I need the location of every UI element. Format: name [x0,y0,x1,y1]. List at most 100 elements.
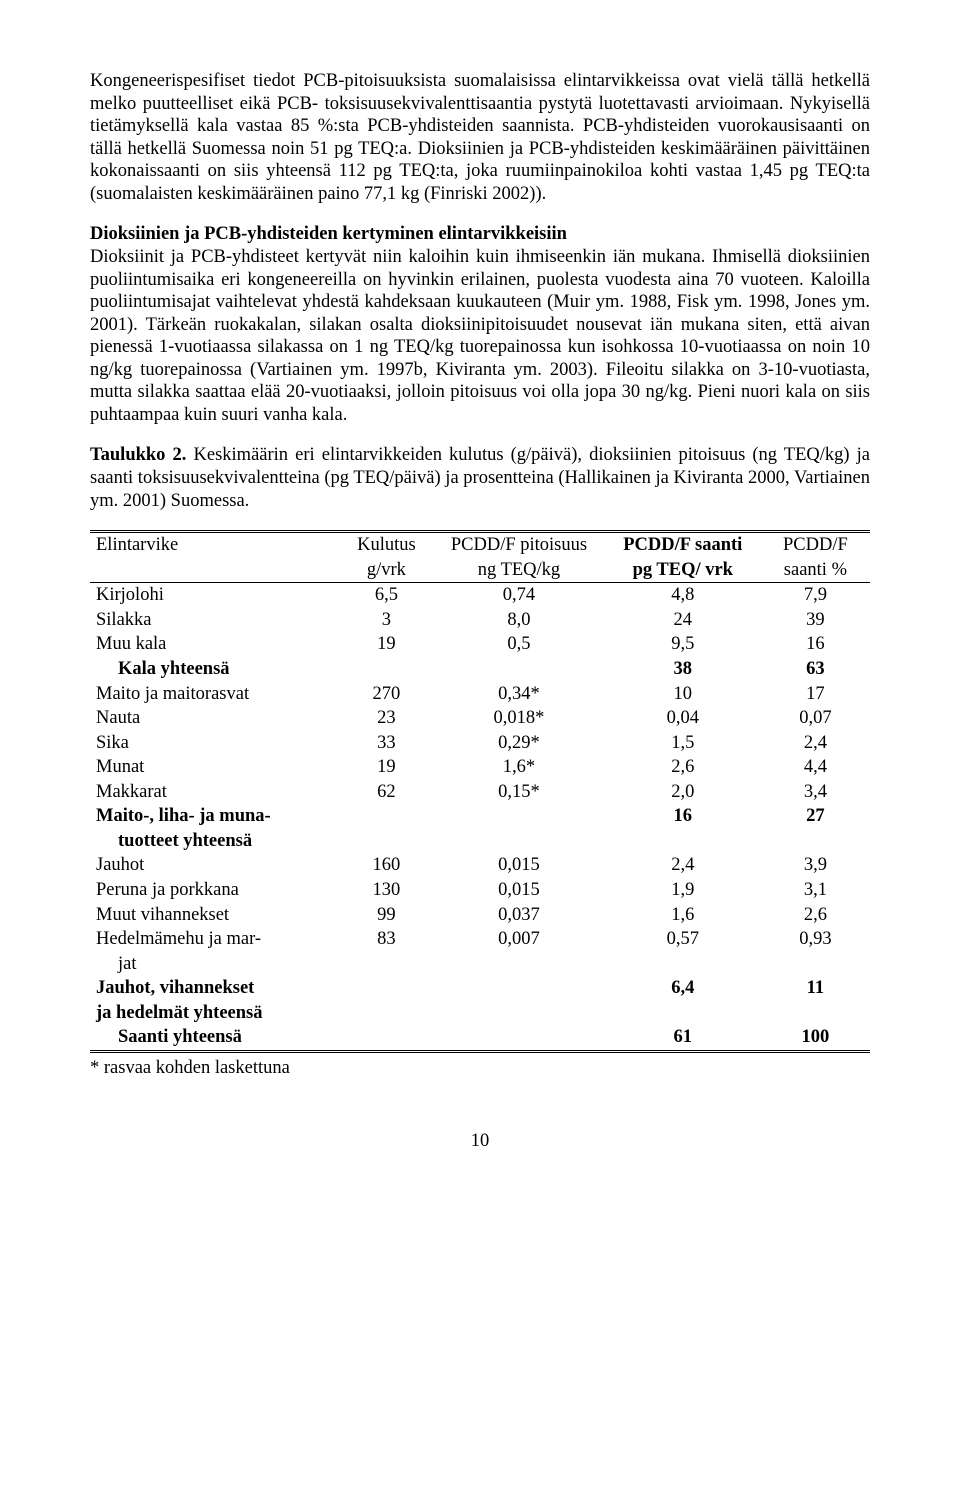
cell: 1,9 [605,878,761,903]
cell: 33 [340,731,434,756]
col-sub-kulutus: g/vrk [340,558,434,583]
subtotal-row-cont: tuotteet yhteensä [90,829,870,854]
total-row: Saanti yhteensä 61 100 [90,1025,870,1051]
cell: 4,8 [605,583,761,608]
table-row: Muut vihannekset 99 0,037 1,6 2,6 [90,903,870,928]
cell: 0,34* [433,682,605,707]
subtotal-row-cont: ja hedelmät yhteensä [90,1001,870,1026]
cell: Kala yhteensä [90,657,340,682]
subtotal-row: Kala yhteensä 38 63 [90,657,870,682]
paragraph-2: Dioksiinien ja PCB-yhdisteiden kertymine… [90,223,870,426]
table-row: Muu kala 19 0,5 9,5 16 [90,632,870,657]
cell: 0,018* [433,706,605,731]
cell: 0,74 [433,583,605,608]
table-header-row-2: g/vrk ng TEQ/kg pg TEQ/ vrk saanti % [90,558,870,583]
cell: 2,6 [761,903,870,928]
table-footnote: * rasvaa kohden laskettuna [90,1057,870,1080]
cell: 0,15* [433,780,605,805]
cell: 16 [605,804,761,829]
cell: Silakka [90,608,340,633]
cell: 2,0 [605,780,761,805]
cell: 0,57 [605,927,761,952]
table-row: Nauta 23 0,018* 0,04 0,07 [90,706,870,731]
cell: 0,015 [433,878,605,903]
table-row: Silakka 3 8,0 24 39 [90,608,870,633]
cell: 3 [340,608,434,633]
col-sub-saanti: pg TEQ/ vrk [605,558,761,583]
cell: 17 [761,682,870,707]
table-row: Hedelmämehu ja mar- 83 0,007 0,57 0,93 [90,927,870,952]
cell: Muu kala [90,632,340,657]
table-caption: Taulukko 2. Keskimäärin eri elintarvikke… [90,444,870,512]
cell: 1,5 [605,731,761,756]
cell: Sika [90,731,340,756]
col-header-percent: PCDD/F [761,532,870,558]
cell: 6,5 [340,583,434,608]
cell: Jauhot [90,853,340,878]
cell: 100 [761,1025,870,1051]
col-header-name: Elintarvike [90,532,340,558]
cell: 7,9 [761,583,870,608]
cell: 2,4 [761,731,870,756]
cell: 0,037 [433,903,605,928]
cell: jat [90,952,340,977]
cell: 270 [340,682,434,707]
cell: 19 [340,632,434,657]
cell: Makkarat [90,780,340,805]
col-header-kulutus: Kulutus [340,532,434,558]
cell: 4,4 [761,755,870,780]
cell: Hedelmämehu ja mar- [90,927,340,952]
paragraph-1: Kongeneerispesifiset tiedot PCB-pitoisuu… [90,70,870,205]
cell: 23 [340,706,434,731]
table-row: Jauhot 160 0,015 2,4 3,9 [90,853,870,878]
cell: 27 [761,804,870,829]
table-row: Makkarat 62 0,15* 2,0 3,4 [90,780,870,805]
cell: 63 [761,657,870,682]
table-row: Kirjolohi 6,5 0,74 4,8 7,9 [90,583,870,608]
cell: 99 [340,903,434,928]
cell: 0,04 [605,706,761,731]
table-header-row: Elintarvike Kulutus PCDD/F pitoisuus PCD… [90,532,870,558]
cell: 24 [605,608,761,633]
section-heading: Dioksiinien ja PCB-yhdisteiden kertymine… [90,224,567,244]
table-row: Sika 33 0,29* 1,5 2,4 [90,731,870,756]
cell: 83 [340,927,434,952]
cell: 0,93 [761,927,870,952]
cell: 2,6 [605,755,761,780]
cell: 0,007 [433,927,605,952]
col-header-pitoisuus: PCDD/F pitoisuus [433,532,605,558]
cell: 61 [605,1025,761,1051]
cell: 3,1 [761,878,870,903]
subtotal-row: Jauhot, vihannekset 6,4 11 [90,976,870,1001]
cell: 9,5 [605,632,761,657]
table-row: Peruna ja porkkana 130 0,015 1,9 3,1 [90,878,870,903]
paragraph-2-body: Dioksiinit ja PCB-yhdisteet kertyvät nii… [90,247,870,425]
cell: 39 [761,608,870,633]
cell: Kirjolohi [90,583,340,608]
cell: Maito-, liha- ja muna- [90,804,340,829]
data-table: Elintarvike Kulutus PCDD/F pitoisuus PCD… [90,530,870,1053]
cell: Jauhot, vihannekset [90,976,340,1001]
cell: 8,0 [433,608,605,633]
page-number: 10 [90,1130,870,1153]
cell: 3,4 [761,780,870,805]
cell: 3,9 [761,853,870,878]
table-caption-text: Keskimäärin eri elintarvikkeiden kulutus… [90,445,870,510]
cell: 19 [340,755,434,780]
col-sub-pitoisuus: ng TEQ/kg [433,558,605,583]
cell: Muut vihannekset [90,903,340,928]
col-header-saanti: PCDD/F saanti [605,532,761,558]
cell: 160 [340,853,434,878]
table-caption-label: Taulukko 2. [90,445,186,465]
cell: 10 [605,682,761,707]
cell: 0,29* [433,731,605,756]
table-row-cont: jat [90,952,870,977]
col-sub-percent: saanti % [761,558,870,583]
cell: 0,5 [433,632,605,657]
cell: 16 [761,632,870,657]
table-row: Maito ja maitorasvat 270 0,34* 10 17 [90,682,870,707]
cell: 62 [340,780,434,805]
cell: 2,4 [605,853,761,878]
cell: Nauta [90,706,340,731]
cell: tuotteet yhteensä [90,829,340,854]
